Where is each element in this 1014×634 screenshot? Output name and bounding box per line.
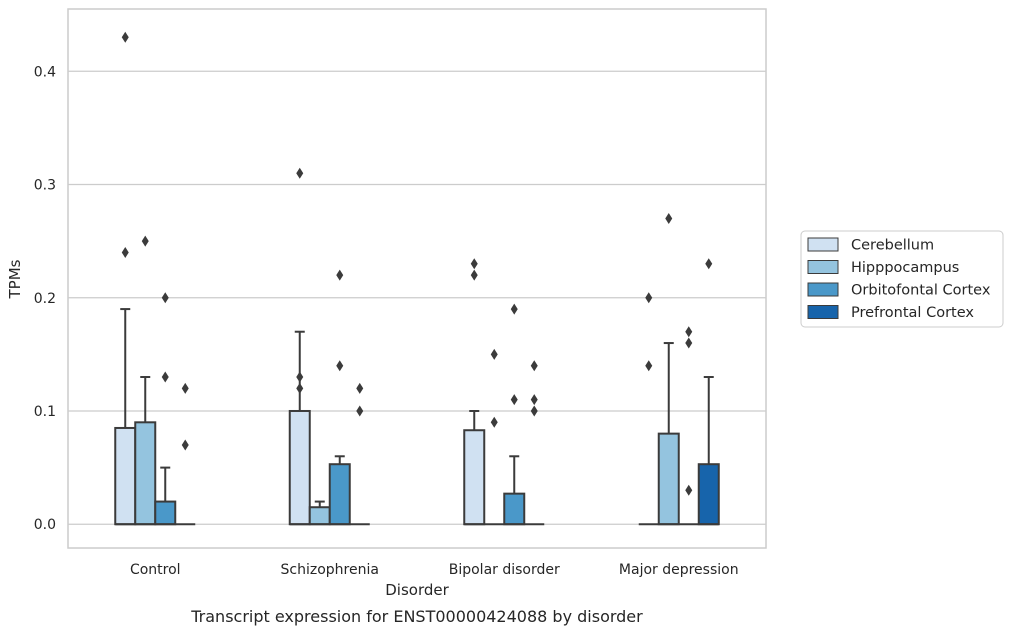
outlier-point: [356, 405, 364, 417]
bar: [114, 426, 137, 526]
legend-label: Orbitofontal Cortex: [851, 283, 991, 299]
bar: [328, 463, 351, 526]
bar: [308, 506, 331, 526]
bar: [503, 492, 526, 526]
bar: [463, 429, 486, 526]
outlier-points: [121, 31, 713, 496]
x-tick-label: Control: [130, 562, 181, 578]
whiskers: [120, 308, 714, 508]
y-tick-label: 0.3: [34, 178, 56, 194]
outlier-point: [470, 269, 478, 281]
legend: Cerebellum Hipppocampus Orbitofontal Corte…: [800, 230, 1004, 328]
outlier-point: [336, 269, 344, 281]
outlier-point: [121, 246, 129, 258]
bars: [114, 409, 720, 526]
legend-swatch: [807, 282, 839, 297]
legend-frame: [800, 230, 1004, 328]
outlier-point: [356, 382, 364, 394]
outlier-point: [530, 360, 538, 372]
bar: [288, 409, 311, 526]
y-axis-title: TPMs: [6, 259, 24, 299]
legend-label: Cerebellum: [851, 238, 934, 254]
outlier-point: [296, 382, 304, 394]
y-tick-labels: 0.0 0.1 0.2 0.3 0.4: [34, 64, 56, 533]
y-tick-label: 0.2: [34, 291, 56, 307]
outlier-point: [685, 484, 693, 496]
outlier-point: [685, 326, 693, 338]
outlier-point: [665, 212, 673, 224]
x-axis-title: Disorder: [385, 581, 449, 599]
outlier-point: [470, 258, 478, 270]
outlier-point: [685, 337, 693, 349]
legend-label: Hipppocampus: [851, 260, 959, 276]
legend-label: Prefrontal Cortex: [851, 305, 974, 321]
legend-swatch: [807, 305, 839, 319]
y-tick-label: 0.1: [34, 404, 56, 420]
x-tick-label: Schizophrenia: [281, 562, 379, 578]
legend-swatch: [807, 260, 839, 274]
outlier-point: [181, 382, 189, 394]
plot-frame: [67, 8, 767, 549]
figure-caption: Transcript expression for ENST0000042408…: [190, 607, 643, 626]
outlier-point: [705, 258, 713, 270]
legend-swatch: [807, 237, 839, 252]
outlier-point: [141, 235, 149, 247]
outlier-point: [490, 416, 498, 428]
outlier-point: [181, 439, 189, 451]
bar: [154, 500, 177, 526]
outlier-point: [510, 394, 518, 406]
y-tick-label: 0.4: [34, 64, 56, 80]
outlier-point: [296, 371, 304, 383]
x-tick-label: Major depression: [619, 562, 739, 578]
outlier-point: [161, 371, 169, 383]
outlier-point: [490, 348, 498, 360]
outlier-point: [296, 167, 304, 179]
bar: [134, 421, 157, 526]
outlier-point: [645, 360, 653, 372]
outlier-point: [645, 292, 653, 304]
x-tick-label: Bipolar disorder: [449, 562, 560, 578]
outlier-point: [530, 405, 538, 417]
bar: [657, 432, 680, 526]
x-tick-labels: Control Schizophrenia Bipolar disorder Majo…: [130, 562, 739, 578]
outlier-point: [336, 360, 344, 372]
bar: [697, 463, 720, 526]
outlier-point: [121, 31, 129, 43]
outlier-point: [510, 303, 518, 315]
y-tick-label: 0.0: [34, 517, 56, 533]
outlier-point: [161, 292, 169, 304]
outlier-point: [530, 394, 538, 406]
